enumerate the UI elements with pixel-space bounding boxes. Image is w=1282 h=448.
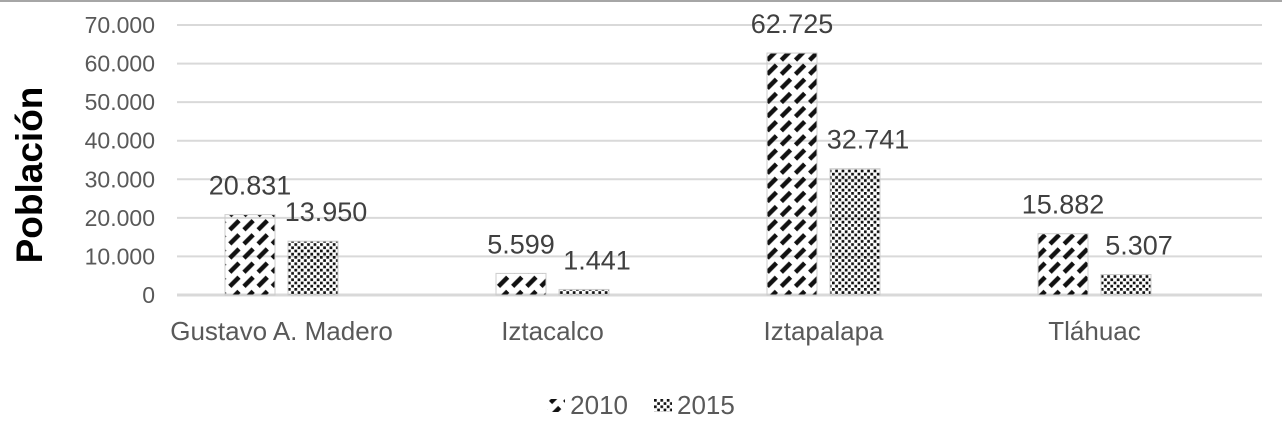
bar-2015-1	[558, 288, 610, 296]
y-tick-label: 70.000	[85, 12, 155, 38]
bar-2015-3	[1100, 274, 1152, 296]
bar-2010-2	[766, 52, 818, 296]
category-label-1: Iztacalco	[501, 316, 604, 346]
data-label-2015-0: 13.950	[285, 197, 368, 227]
category-labels: Gustavo A. Madero Iztacalco Iztapalapa Tláh…	[170, 316, 1141, 346]
legend-item-2015: 2015	[654, 392, 735, 418]
legend-item-2010: 2010	[547, 392, 628, 418]
data-labels: 20.831 5.599 62.725 15.882 13.950 1.441 32.741…	[209, 9, 1173, 275]
y-tick-label: 10.000	[85, 243, 155, 269]
bar-2015-2	[829, 168, 881, 296]
legend-swatch-2010-icon	[547, 398, 566, 412]
legend-label-2015: 2015	[677, 390, 735, 420]
bar-2010-1	[495, 272, 547, 296]
data-label-2010-0: 20.831	[209, 171, 292, 201]
y-tick-label: 40.000	[85, 128, 155, 154]
data-label-2015-1: 1.441	[563, 245, 631, 275]
data-label-2010-3: 15.882	[1022, 190, 1105, 220]
y-axis-ticks: 0 10.000 20.000 30.000 40.000 50.000 60.000 70.…	[85, 12, 155, 308]
bar-2010-3	[1037, 233, 1089, 296]
y-tick-label: 20.000	[85, 205, 155, 231]
y-axis-title: Población	[9, 87, 50, 264]
chart-legend: 2010 2015	[0, 392, 1282, 418]
category-label-2: Iztapalapa	[764, 316, 885, 346]
y-tick-label: 60.000	[85, 51, 155, 77]
bar-2015-0	[287, 240, 339, 296]
category-label-0: Gustavo A. Madero	[170, 316, 393, 346]
y-tick-label: 50.000	[85, 89, 155, 115]
legend-label-2010: 2010	[570, 390, 628, 420]
data-label-2010-2: 62.725	[751, 9, 834, 39]
data-label-2015-3: 5.307	[1105, 231, 1173, 261]
bars	[224, 52, 1152, 296]
data-label-2010-1: 5.599	[487, 229, 555, 259]
legend-swatch-2015-icon	[654, 398, 672, 412]
chart-top-border	[0, 0, 1282, 2]
y-tick-label: 30.000	[85, 166, 155, 192]
gridlines	[177, 24, 1262, 297]
category-label-3: Tláhuac	[1048, 316, 1141, 346]
bar-2010-0	[224, 214, 276, 296]
data-label-2015-2: 32.741	[827, 125, 910, 155]
y-tick-label: 0	[142, 282, 155, 308]
